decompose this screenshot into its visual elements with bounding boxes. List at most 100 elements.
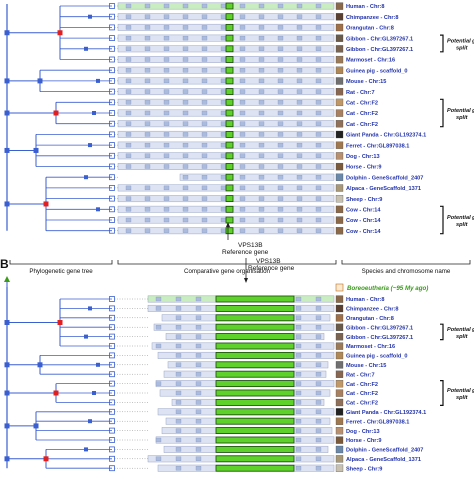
exon-block	[201, 57, 208, 62]
exon-block	[220, 110, 227, 116]
exon-block	[144, 132, 151, 137]
split-annotation: Potential gene	[447, 327, 474, 333]
exon-block	[175, 306, 182, 311]
exon-block	[277, 228, 284, 233]
exon-block	[295, 437, 302, 443]
exon-block	[315, 35, 322, 41]
species-icon	[335, 55, 344, 64]
species-icon	[335, 455, 344, 463]
exon-block	[220, 121, 227, 126]
exon-block	[182, 132, 189, 137]
panel-b-species-labels: Human - Chr:8 Chimpanzee - Chr:8 Orangutan…	[346, 297, 426, 472]
speciation-node	[96, 78, 100, 83]
exon-block	[239, 3, 246, 9]
exon-block	[144, 207, 151, 212]
exon-block	[220, 78, 227, 84]
exon-block	[195, 437, 202, 443]
exon-block	[315, 325, 322, 330]
exon-block	[220, 196, 227, 201]
exon-block	[175, 447, 182, 452]
exon-block	[220, 57, 227, 62]
exon-block	[220, 3, 227, 9]
panel-b-header: Boreoeutheria (~95 My ago)	[335, 283, 428, 292]
reference-exon	[225, 45, 234, 53]
reference-exon	[215, 370, 295, 378]
exon-block	[125, 185, 132, 191]
exon-block	[182, 164, 189, 169]
species-icon	[335, 98, 344, 107]
species-icon	[335, 13, 344, 21]
panel-b-label: B	[0, 257, 9, 271]
exon-block	[155, 343, 162, 349]
exon-block	[296, 142, 303, 148]
reference-exon	[225, 173, 234, 181]
speciation-node	[84, 46, 88, 51]
exon-block	[258, 89, 265, 94]
reference-exon	[215, 427, 295, 435]
exon-block	[295, 390, 302, 396]
exon-block	[277, 78, 284, 84]
split-bracket	[440, 98, 444, 128]
species-icon	[335, 436, 344, 444]
species-icon	[335, 304, 344, 313]
exon-block	[155, 381, 162, 386]
exon-block	[258, 185, 265, 191]
species-label: Alpaca - GeneScaffold_1371	[346, 186, 421, 192]
species-icon	[335, 342, 344, 350]
species-label: Cat - Chr:F2	[346, 111, 378, 117]
speciation-node	[4, 30, 10, 36]
exon-block	[125, 217, 132, 223]
split-annotation: split	[456, 395, 469, 401]
species-label: Marmoset - Chr:16	[346, 344, 395, 350]
exon-block	[175, 362, 182, 367]
exon-block	[144, 46, 151, 51]
exon-block	[315, 132, 322, 137]
exon-block	[144, 89, 151, 94]
species-label: Guinea pig - scaffold_0	[346, 354, 408, 360]
reference-exon	[215, 389, 295, 397]
exon-block	[163, 35, 170, 41]
exon-block	[144, 100, 151, 105]
exon-block	[125, 121, 132, 126]
exon-block	[277, 132, 284, 137]
exon-block	[277, 100, 284, 105]
exon-block	[144, 142, 151, 148]
panel-b-tree	[4, 287, 148, 472]
exon-block	[239, 14, 246, 19]
exon-block	[258, 142, 265, 148]
exon-block	[175, 334, 182, 339]
speciation-node	[96, 362, 100, 367]
exon-block	[295, 400, 302, 405]
exon-block	[163, 207, 170, 212]
exon-block	[182, 100, 189, 105]
exon-block	[163, 132, 170, 137]
exon-block	[277, 25, 284, 30]
exon-block	[315, 334, 322, 339]
section-braces: Phylogenetic gene tree Comparative gene …	[9, 260, 471, 275]
split-bracket	[440, 34, 444, 53]
exon-block	[155, 456, 162, 461]
exon-block	[195, 390, 202, 396]
exon-block	[125, 164, 132, 169]
exon-block	[315, 89, 322, 94]
exon-block	[220, 46, 227, 51]
exon-block	[144, 228, 151, 233]
species-label: Giant Panda - Chr:GL192374.1	[346, 410, 426, 416]
exon-block	[239, 25, 246, 30]
exon-block	[163, 110, 170, 116]
exon-block	[295, 428, 302, 433]
exon-block	[296, 25, 303, 30]
exon-block	[239, 142, 246, 148]
exon-block	[239, 35, 246, 41]
reference-exon	[215, 304, 295, 312]
exon-block	[201, 110, 208, 116]
reference-exon	[215, 323, 295, 331]
exon-block	[125, 68, 132, 73]
exon-block	[182, 68, 189, 73]
exon-block	[220, 185, 227, 191]
section-label-species: Species and chromosome name	[362, 268, 451, 275]
speciation-node	[4, 110, 10, 116]
speciation-node	[37, 362, 43, 368]
exon-block	[239, 175, 246, 180]
exon-block	[201, 153, 208, 158]
